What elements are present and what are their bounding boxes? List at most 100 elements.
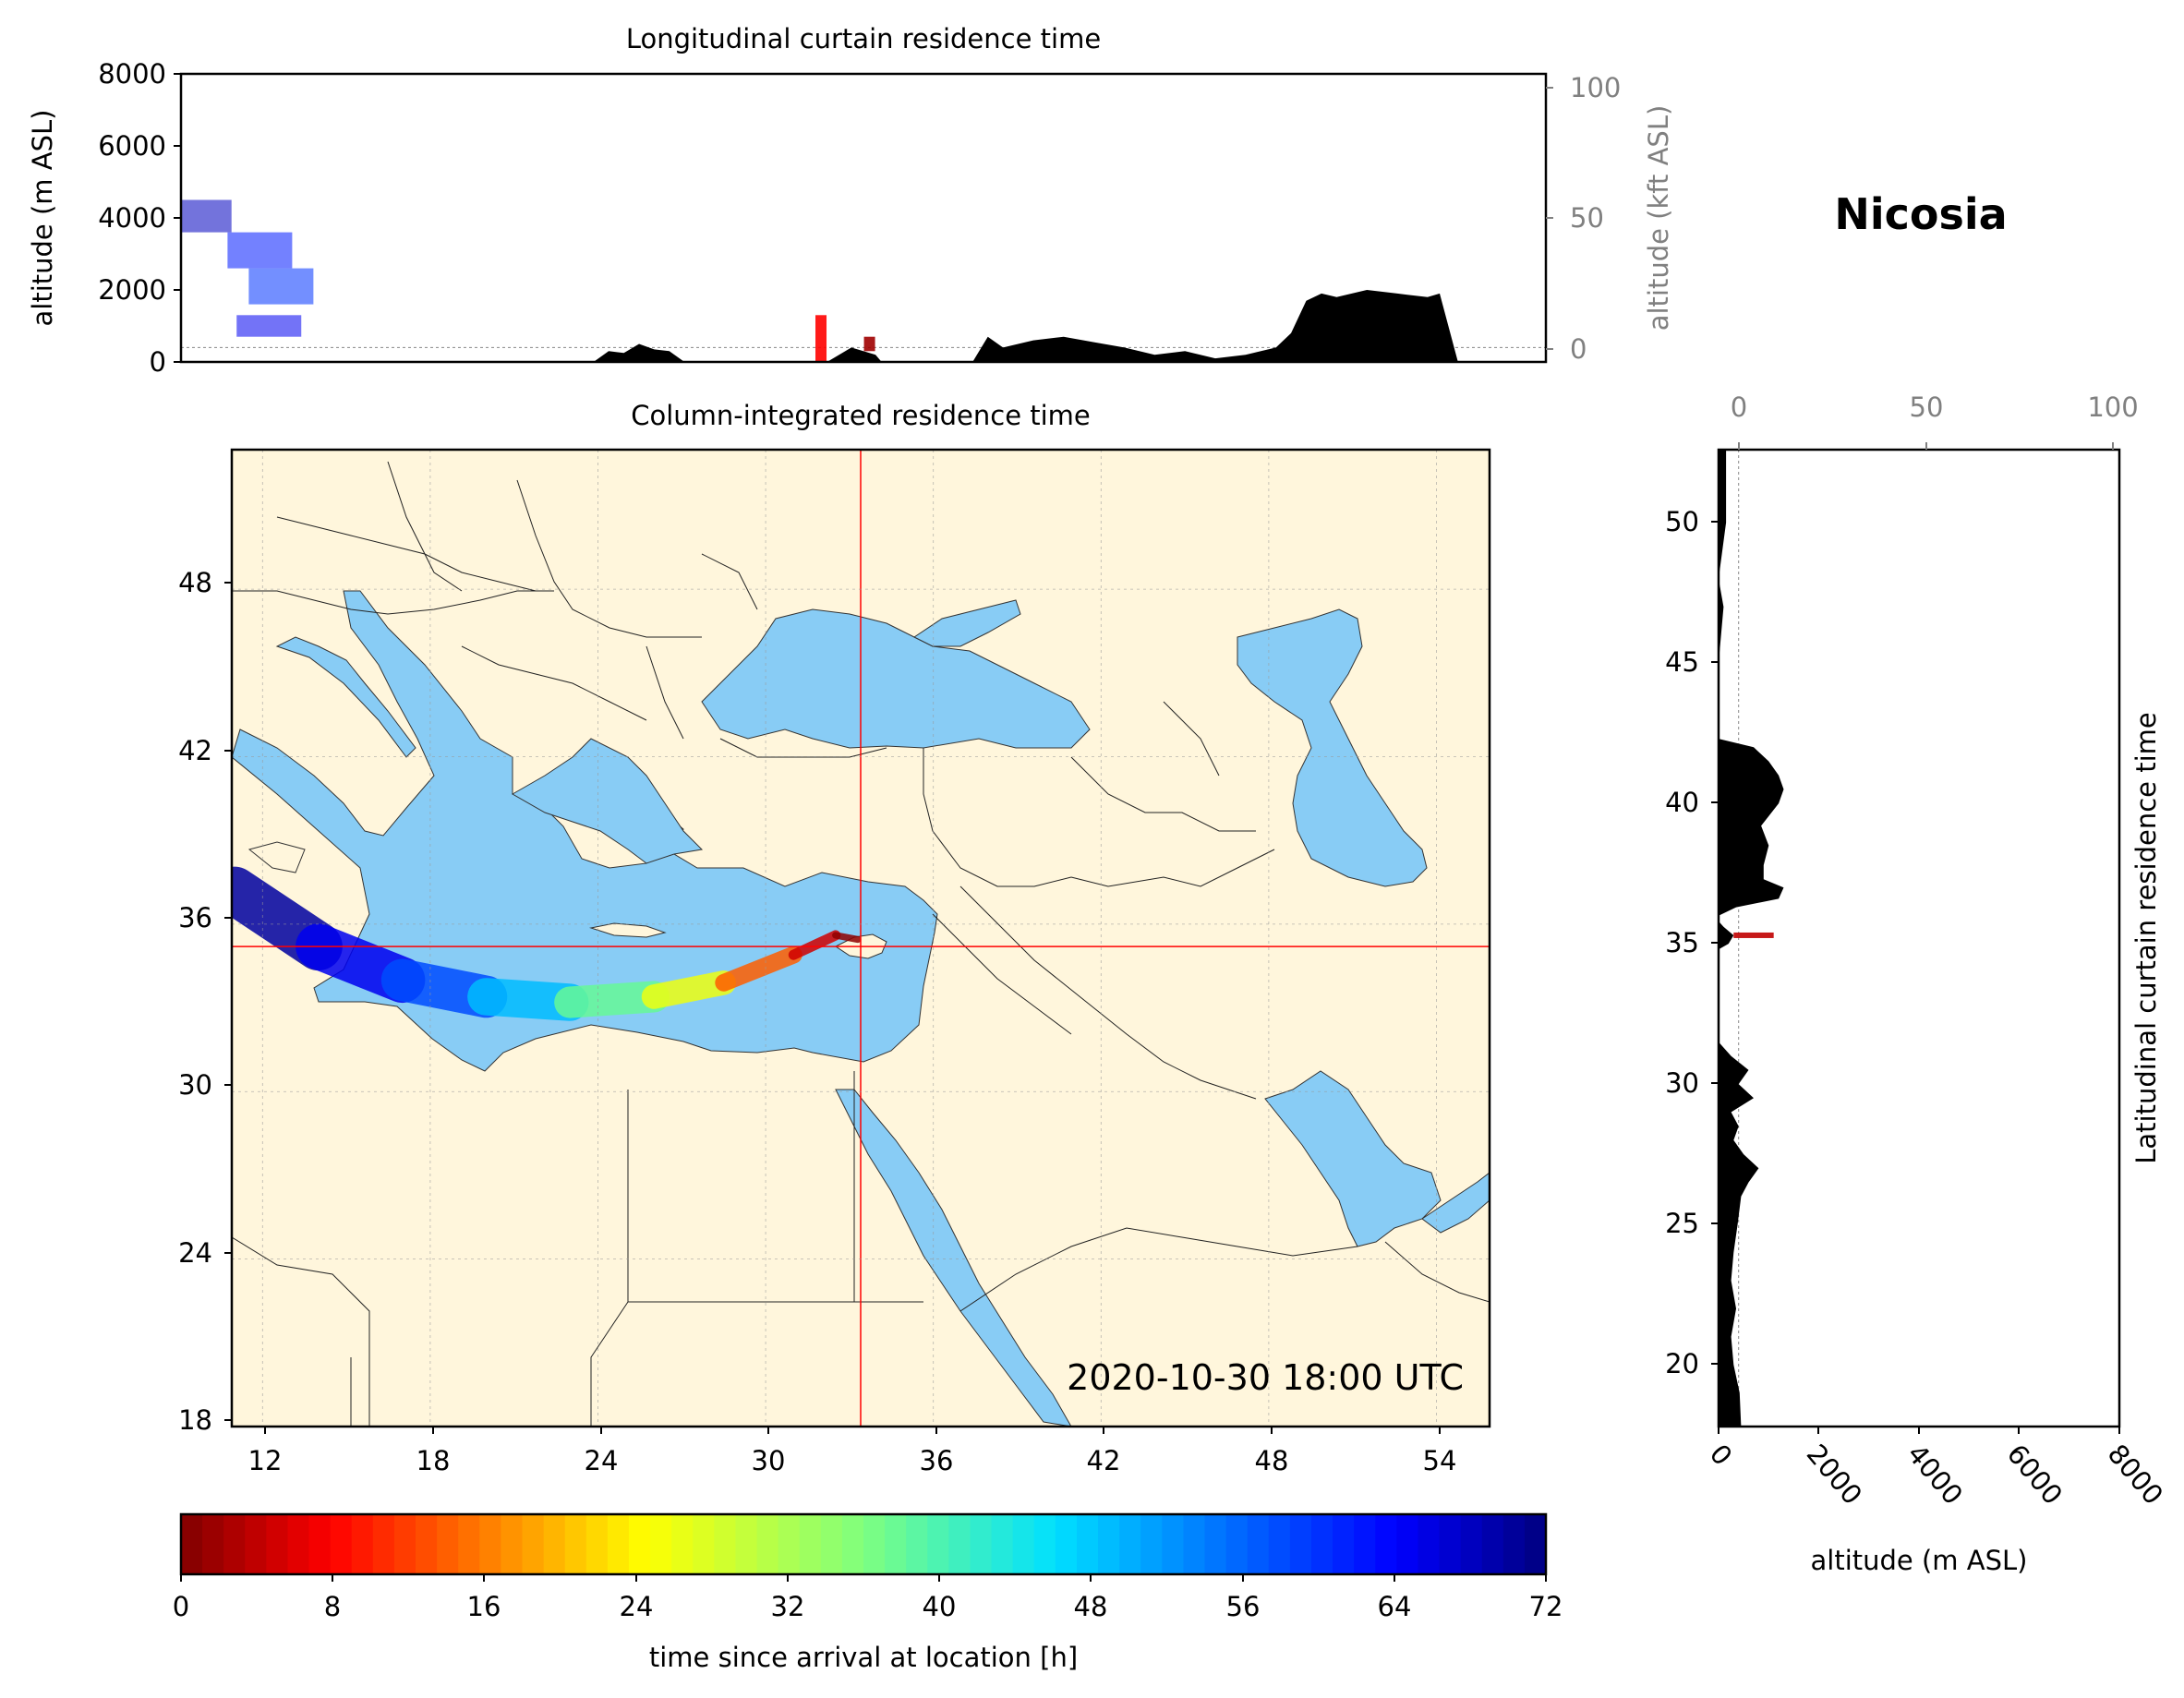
- map-xtick-54: 54: [1423, 1445, 1457, 1476]
- colorbar-cell: [607, 1514, 630, 1574]
- cbar-tick-24: 24: [620, 1591, 654, 1622]
- cbar-tick-64: 64: [1378, 1591, 1412, 1622]
- latitudinal-y-ticks: 20 25 30 35 40 45 50: [1665, 506, 1719, 1379]
- colorbar-cell: [351, 1514, 374, 1574]
- lat-ytick-25: 25: [1665, 1208, 1699, 1239]
- lat-ttick-1: 50: [1910, 391, 1944, 423]
- colorbar-cell: [948, 1514, 971, 1574]
- colorbar-cell: [1333, 1514, 1355, 1574]
- latitudinal-curtain-panel: 0 50 100 20 25 30 35 40 45 50 0: [1665, 391, 2169, 1576]
- colorbar-cell: [1524, 1514, 1547, 1574]
- colorbar-cell: [543, 1514, 566, 1574]
- sea-of-azov: [913, 599, 1021, 647]
- colorbar-gradient: [181, 1514, 1547, 1574]
- longitudinal-right-ticks: 0 50 100: [1546, 72, 1621, 365]
- latitudinal-particles: [1733, 932, 1774, 938]
- map-xtick-18: 18: [416, 1445, 451, 1476]
- adriatic-sea: [275, 636, 416, 758]
- plume-segment: [788, 930, 841, 960]
- colorbar-cell: [1225, 1514, 1249, 1574]
- map-xtick-12: 12: [248, 1445, 283, 1476]
- colorbar-cell: [650, 1514, 672, 1574]
- colorbar-cell: [970, 1514, 993, 1574]
- lat-ytick-30: 30: [1665, 1067, 1699, 1099]
- lat-xtick-0: 0: [1704, 1439, 1739, 1472]
- lat-xtick-8000: 8000: [2102, 1439, 2169, 1511]
- black-sea: [701, 608, 1091, 749]
- colorbar-cell: [458, 1514, 480, 1574]
- latitudinal-top-ticks: 0 50 100: [1731, 391, 2139, 450]
- map-y-ticks: 18 24 30 36 42 48: [178, 567, 232, 1436]
- location-title: Nicosia: [1834, 189, 2007, 239]
- cbar-tick-40: 40: [923, 1591, 957, 1622]
- gulf-of-oman: [1421, 1172, 1490, 1234]
- residence-time-plume: [232, 866, 862, 1021]
- colorbar-cell: [223, 1514, 246, 1574]
- lat-ttick-0: 0: [1731, 391, 1747, 423]
- colorbar-cell: [1033, 1514, 1056, 1574]
- caspian-sea: [1237, 608, 1428, 887]
- longitudinal-title: Longitudinal curtain residence time: [626, 23, 1101, 54]
- colorbar-cell: [628, 1514, 651, 1574]
- long-ytick-1: 2000: [98, 274, 166, 306]
- colorbar-cell: [1268, 1514, 1291, 1574]
- colorbar-cell: [245, 1514, 267, 1574]
- colorbar-ticks: 0 8 16 24 32 40 48 56 64 72: [173, 1574, 1563, 1622]
- colorbar-cell: [372, 1514, 395, 1574]
- map-ytick-24: 24: [178, 1237, 212, 1269]
- cbar-tick-72: 72: [1529, 1591, 1563, 1622]
- colorbar-cell: [671, 1514, 694, 1574]
- lat-ytick-45: 45: [1665, 646, 1699, 678]
- cbar-tick-48: 48: [1074, 1591, 1108, 1622]
- aegean-sea: [511, 738, 704, 864]
- latitudinal-terrain: [1719, 450, 1784, 1427]
- lat-ytick-35: 35: [1665, 927, 1699, 958]
- colorbar-cell: [1460, 1514, 1483, 1574]
- colorbar-cell: [181, 1514, 203, 1574]
- map-ytick-42: 42: [178, 735, 212, 766]
- red-sea: [835, 1089, 1072, 1427]
- long-particle: [181, 199, 232, 233]
- latitudinal-x-ticks: 0 2000 4000 6000 8000: [1704, 1427, 2169, 1511]
- colorbar-cell: [287, 1514, 310, 1574]
- timestamp-label: 2020-10-30 18:00 UTC: [1067, 1357, 1464, 1398]
- map-gridlines: [232, 450, 1490, 1427]
- colorbar-cell: [778, 1514, 801, 1574]
- long-ytick-4: 8000: [98, 58, 166, 90]
- long-ytick-2: 4000: [98, 202, 166, 234]
- colorbar-cell: [1481, 1514, 1504, 1574]
- long-rtick-2: 100: [1570, 72, 1621, 103]
- cbar-tick-8: 8: [324, 1591, 341, 1622]
- colorbar-cell: [714, 1514, 737, 1574]
- long-ytick-0: 0: [150, 346, 166, 378]
- longitudinal-terrain: [181, 290, 1531, 362]
- crete: [589, 922, 667, 938]
- colorbar-cell: [437, 1514, 459, 1574]
- plume-segment: [641, 970, 736, 1009]
- colorbar-cell: [1418, 1514, 1441, 1574]
- colorbar-cell: [820, 1514, 843, 1574]
- colorbar-cell: [1012, 1514, 1035, 1574]
- map-title: Column-integrated residence time: [631, 400, 1091, 431]
- colorbar-cell: [585, 1514, 609, 1574]
- long-rtick-0: 0: [1570, 333, 1587, 365]
- colorbar-cell: [841, 1514, 864, 1574]
- colorbar-cell: [1204, 1514, 1227, 1574]
- colorbar-cell: [863, 1514, 886, 1574]
- latitudinal-gridlines: [1738, 450, 1740, 1427]
- colorbar-cell: [1375, 1514, 1397, 1574]
- long-particle: [815, 315, 827, 362]
- colorbar-cell: [885, 1514, 907, 1574]
- lat-xtick-6000: 6000: [2001, 1439, 2069, 1511]
- colorbar-cell: [1396, 1514, 1419, 1574]
- colorbar-cell: [1098, 1514, 1120, 1574]
- map-xtick-36: 36: [920, 1445, 954, 1476]
- long-particle: [227, 232, 293, 269]
- lat-ytick-40: 40: [1665, 787, 1699, 818]
- longitudinal-particles: [181, 199, 875, 362]
- colorbar-cell: [1502, 1514, 1526, 1574]
- lat-ytick-20: 20: [1665, 1348, 1699, 1379]
- colorbar-cell: [308, 1514, 332, 1574]
- colorbar-cell: [1055, 1514, 1078, 1574]
- sicily: [247, 841, 306, 873]
